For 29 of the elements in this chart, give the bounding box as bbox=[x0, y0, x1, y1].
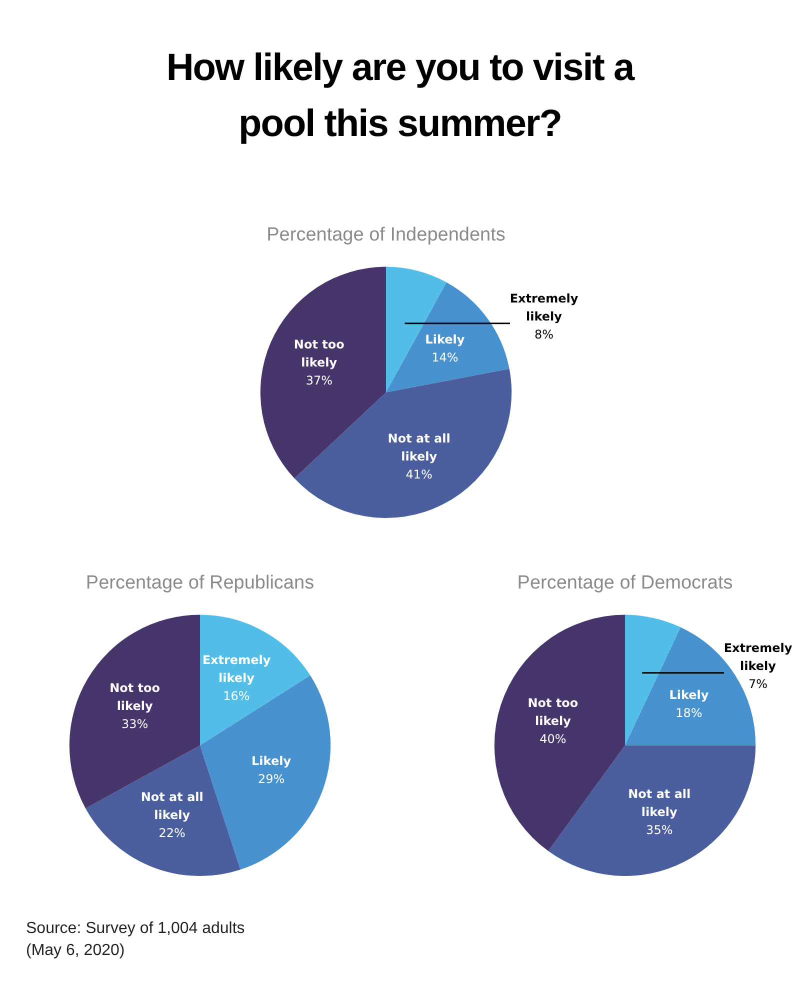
slice-label: Likely bbox=[252, 754, 292, 768]
slice-label: Not too likely bbox=[528, 696, 578, 728]
source-note: Source: Survey of 1,004 adults (May 6, 2020) bbox=[26, 919, 246, 961]
data-label: 37% bbox=[306, 374, 332, 388]
slice-label: Not too likely bbox=[110, 680, 160, 713]
data-label: 29% bbox=[258, 772, 285, 786]
data-label: 18% bbox=[676, 706, 702, 720]
slice-label: Extremely likely bbox=[202, 653, 271, 686]
slice-label: Not too likely bbox=[294, 338, 344, 370]
data-label: 22% bbox=[158, 826, 186, 840]
data-label: 35% bbox=[646, 823, 673, 838]
data-label: 7% bbox=[748, 677, 768, 692]
chart-title: Percentage of Democrats bbox=[517, 572, 733, 594]
slice-label: Not at all likely bbox=[388, 431, 450, 464]
data-label: 33% bbox=[121, 716, 148, 731]
data-label: 41% bbox=[406, 467, 432, 482]
slice-label: Likely bbox=[425, 332, 465, 347]
slice-label: Likely bbox=[669, 688, 709, 702]
data-label: 40% bbox=[540, 732, 566, 746]
chart-title: Percentage of Independents bbox=[266, 224, 506, 246]
chart-title: Percentage of Republicans bbox=[86, 572, 314, 594]
text: How likely are you to visit a pool this summer? bbox=[165, 46, 636, 147]
data-label: 16% bbox=[223, 689, 250, 704]
slice-label: Not at all likely bbox=[140, 790, 204, 822]
data-label: 14% bbox=[432, 350, 458, 365]
slice-label: Not at all likely bbox=[628, 787, 691, 820]
slice-label: Extremely likely bbox=[510, 292, 578, 324]
slice-label: Extremely likely bbox=[724, 641, 792, 674]
data-label: 8% bbox=[534, 328, 554, 342]
